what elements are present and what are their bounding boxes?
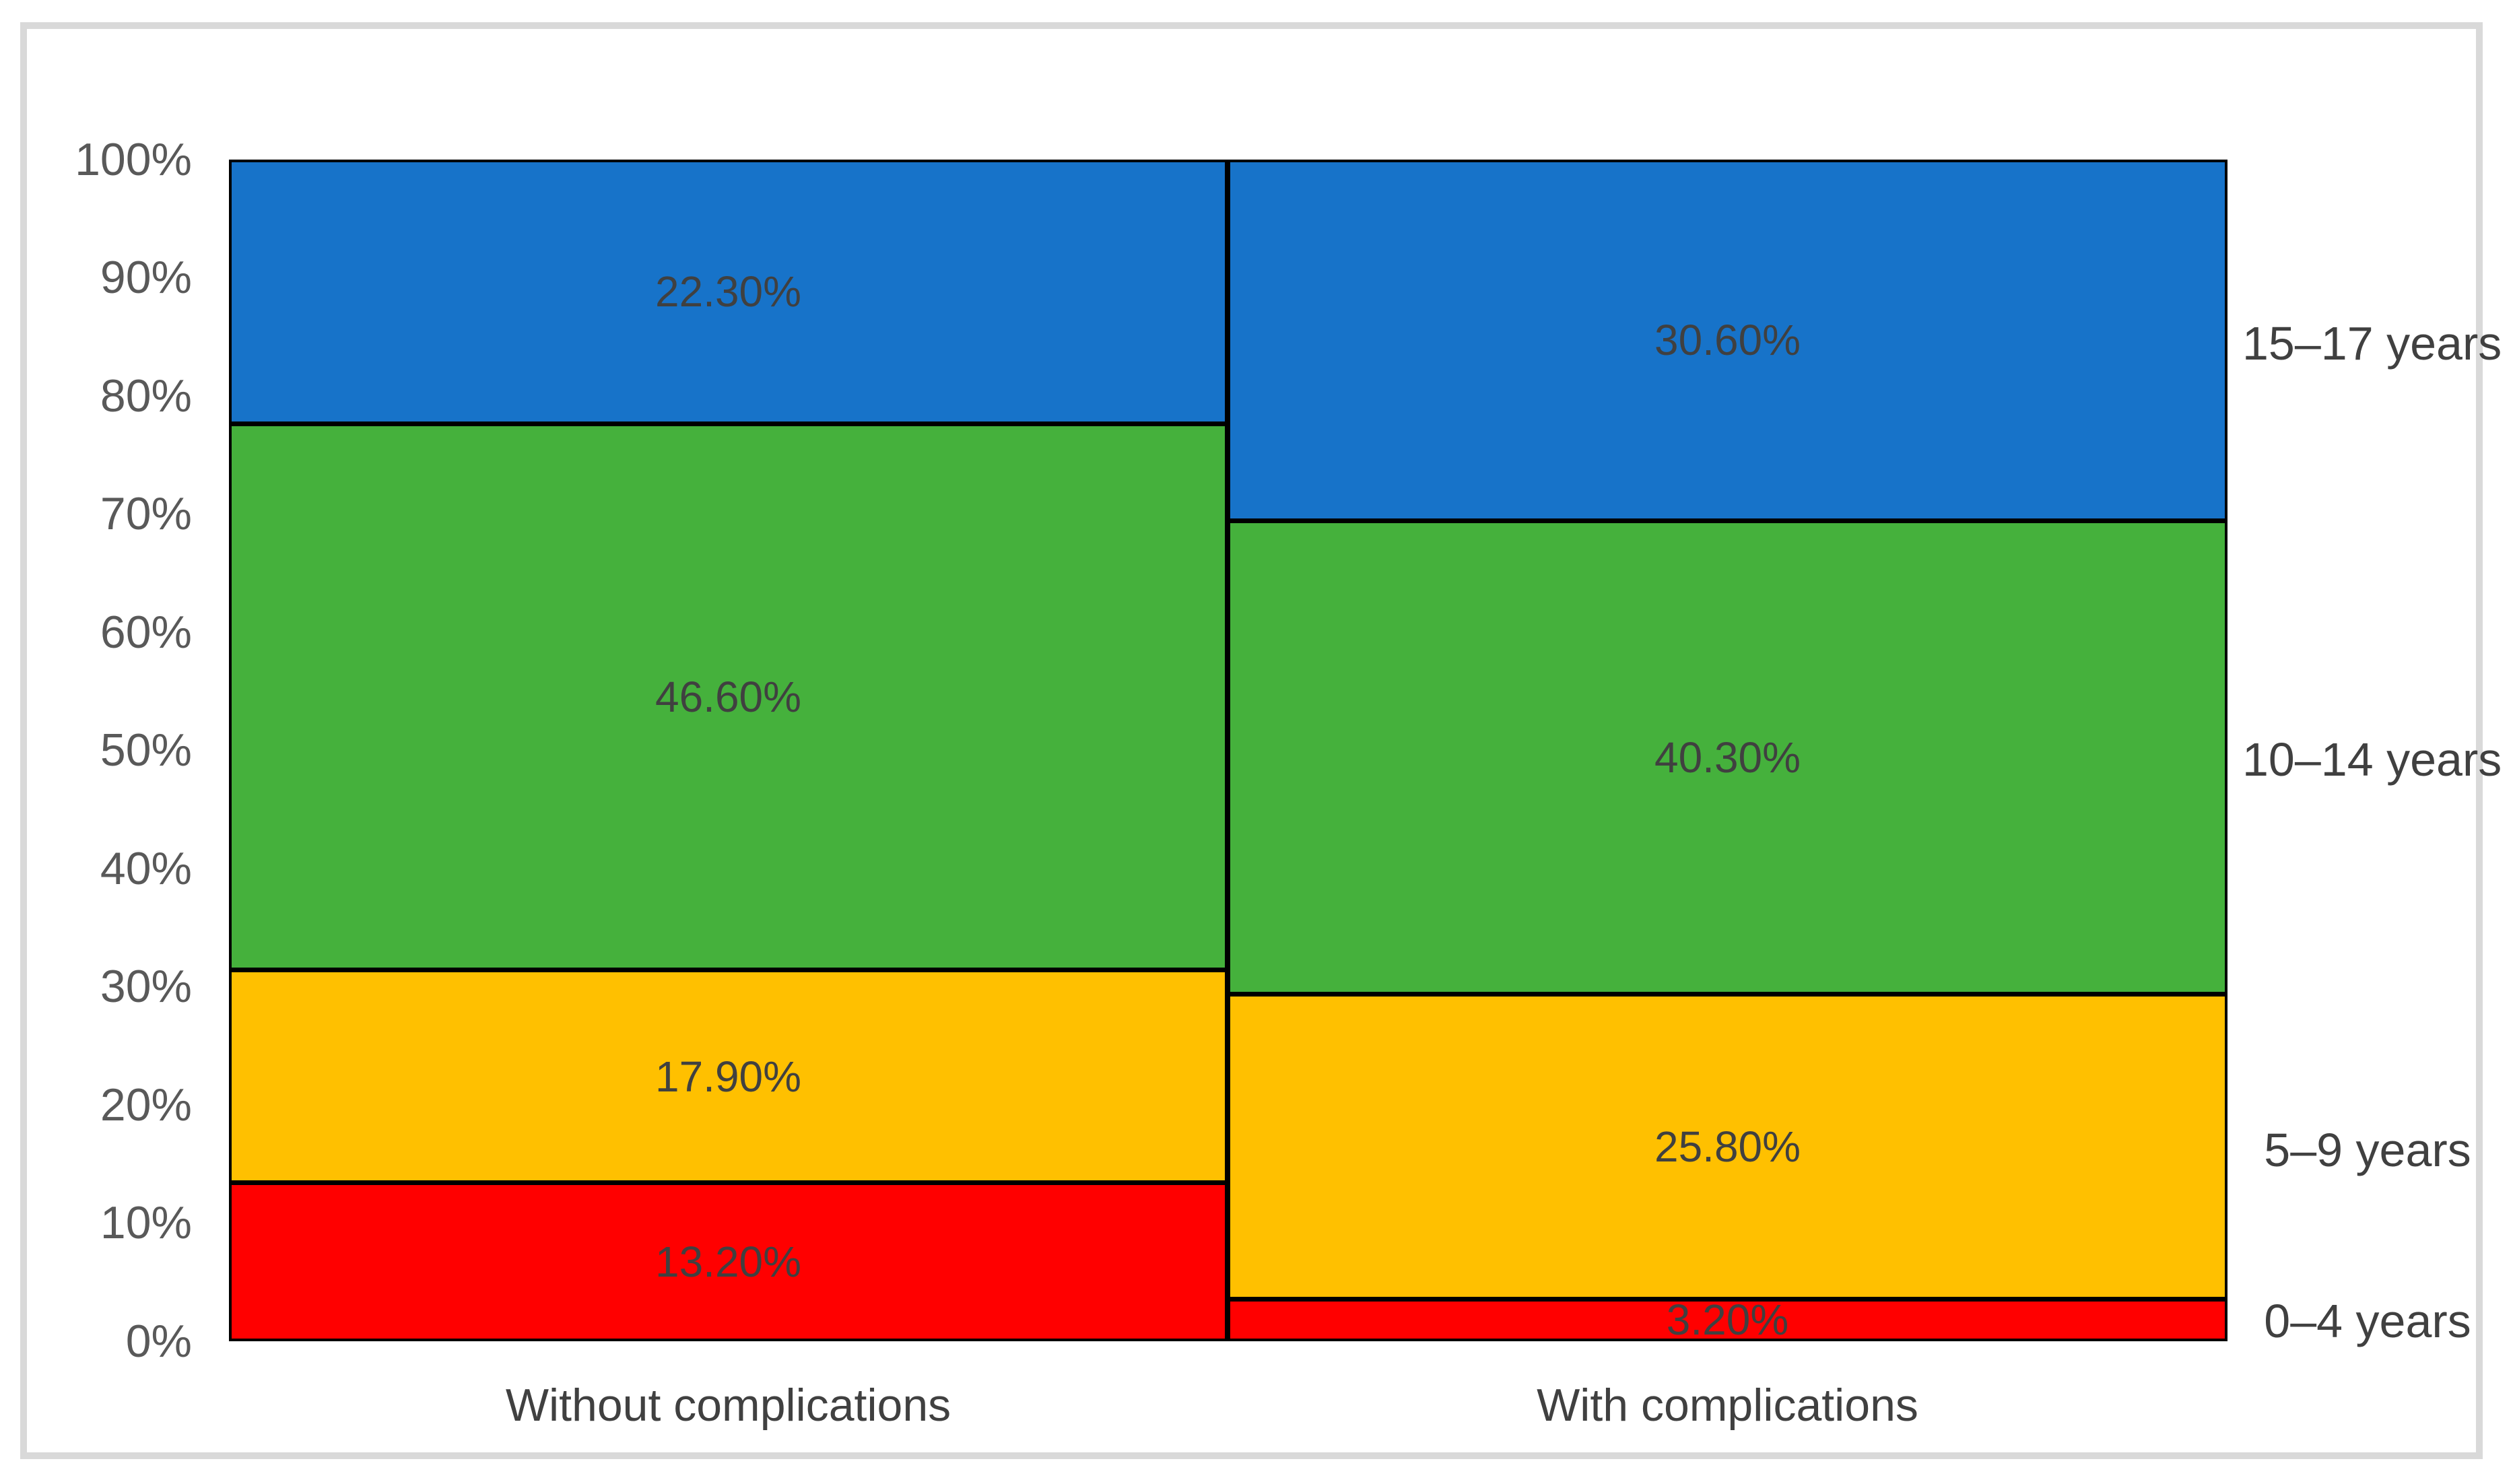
bar-segment-10-14-years: 40.30% (1230, 518, 2225, 992)
data-label: 13.20% (655, 1238, 802, 1287)
series-label-10-14-years: 10–14 years (2242, 733, 2502, 786)
data-label: 46.60% (655, 673, 802, 722)
data-label: 25.80% (1654, 1122, 1801, 1171)
bar-segment-5-9-years: 25.80% (1230, 991, 2225, 1297)
y-tick-70: 70% (100, 488, 192, 539)
y-tick-100: 100% (75, 134, 192, 185)
y-tick-60: 60% (100, 607, 192, 658)
data-label: 3.20% (1666, 1295, 1789, 1345)
y-tick-80: 80% (100, 370, 192, 421)
category-label-without-complications: Without complications (505, 1380, 951, 1431)
y-tick-30: 30% (100, 961, 192, 1012)
data-label: 40.30% (1654, 733, 1801, 782)
category-label-with-complications: With complications (1537, 1380, 1918, 1431)
y-tick-10: 10% (100, 1197, 192, 1248)
bar-segment-10-14-years: 46.60% (232, 421, 1225, 968)
bar-segment-0-4-years: 13.20% (232, 1180, 1225, 1339)
series-label-15-17-years: 15–17 years (2242, 317, 2502, 370)
bar-segment-0-4-years: 3.20% (1230, 1295, 2225, 1345)
data-label: 17.90% (655, 1052, 802, 1101)
data-label: 30.60% (1654, 316, 1801, 365)
y-tick-40: 40% (100, 843, 192, 894)
y-tick-20: 20% (100, 1079, 192, 1131)
data-label: 22.30% (655, 267, 802, 316)
stacked-bar-without-complications: 22.30% 46.60% 17.90% 13.20% (229, 160, 1228, 1341)
y-tick-0: 0% (125, 1316, 192, 1367)
series-label-5-9-years: 5–9 years (2264, 1124, 2471, 1176)
y-tick-50: 50% (100, 724, 192, 776)
bar-segment-5-9-years: 17.90% (232, 968, 1225, 1181)
bar-segment-15-17-years: 22.30% (232, 162, 1225, 421)
stacked-bar-with-complications: 30.60% 40.30% 25.80% 3.20% (1228, 160, 2227, 1341)
y-tick-90: 90% (100, 252, 192, 303)
bar-segment-15-17-years: 30.60% (1230, 162, 2225, 518)
series-label-0-4-years: 0–4 years (2264, 1295, 2471, 1347)
